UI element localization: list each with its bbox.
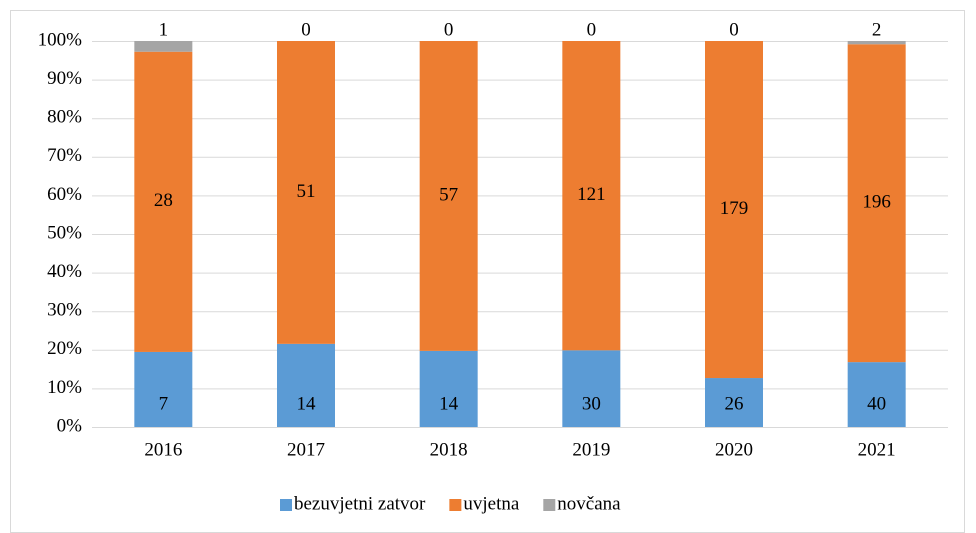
legend-label: uvjetna — [463, 493, 519, 514]
x-tick-label: 2018 — [430, 439, 468, 460]
data-label: 0 — [301, 19, 311, 40]
bar-segment — [277, 343, 335, 427]
bar-segment — [705, 41, 763, 379]
data-label: 26 — [725, 393, 744, 414]
data-label: 40 — [867, 393, 886, 414]
data-label: 14 — [439, 393, 459, 414]
data-label: 57 — [439, 184, 458, 205]
bar-segment — [705, 378, 763, 427]
data-label: 7 — [159, 393, 169, 414]
data-label: 0 — [587, 19, 597, 40]
bar-segment — [134, 351, 193, 427]
data-label: 51 — [297, 181, 316, 202]
y-tick-label: 70% — [47, 145, 82, 166]
legend-label: novčana — [557, 493, 621, 514]
y-tick-label: 0% — [57, 415, 83, 436]
bar-segment — [134, 51, 193, 352]
legend-swatch — [280, 499, 292, 511]
data-label: 2 — [872, 19, 882, 40]
x-tick-label: 2019 — [572, 439, 610, 460]
bar-segment — [847, 41, 906, 45]
y-tick-label: 50% — [47, 222, 82, 243]
x-tick-label: 2016 — [144, 439, 182, 460]
y-tick-label: 10% — [47, 377, 82, 398]
data-label: 28 — [154, 190, 173, 211]
data-label: 30 — [582, 393, 601, 414]
bar-segment — [419, 350, 478, 427]
data-label: 14 — [297, 393, 317, 414]
x-tick-label: 2020 — [715, 439, 753, 460]
bar-segment — [562, 350, 621, 427]
data-label: 121 — [577, 184, 606, 205]
bar-segment — [847, 362, 906, 427]
bar-segment — [847, 44, 906, 363]
x-tick-label: 2017 — [287, 439, 325, 460]
bar-segment — [134, 41, 193, 52]
legend-label: bezuvjetni zatvor — [294, 493, 426, 514]
y-tick-label: 20% — [47, 338, 82, 359]
legend-swatch — [543, 499, 556, 511]
legend-swatch — [449, 499, 462, 511]
y-tick-label: 30% — [47, 300, 82, 321]
y-tick-label: 40% — [47, 261, 82, 282]
data-label: 179 — [720, 198, 749, 219]
data-label: 196 — [862, 192, 891, 213]
y-tick-label: 60% — [47, 184, 82, 205]
y-tick-label: 80% — [47, 107, 82, 128]
x-tick-label: 2021 — [858, 439, 896, 460]
y-tick-label: 90% — [47, 68, 82, 89]
y-tick-label: 100% — [38, 29, 83, 50]
bar-segment — [419, 41, 478, 351]
data-label: 1 — [159, 19, 169, 40]
bar-segment — [562, 41, 621, 351]
bar-segment — [277, 41, 335, 344]
data-label: 0 — [444, 19, 454, 40]
data-label: 0 — [729, 19, 739, 40]
